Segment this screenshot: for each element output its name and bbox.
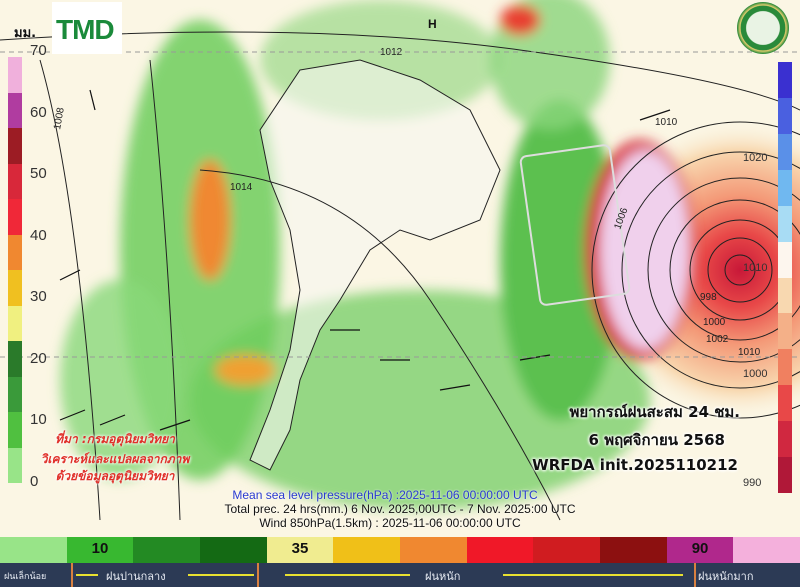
legend-segment	[0, 537, 67, 563]
legend-segment	[133, 537, 201, 563]
category-divider	[257, 563, 259, 587]
rain-scale-swatch	[8, 163, 22, 199]
source-credit-line: วิเคราะห์และแปลผลจากภาพ	[40, 452, 190, 466]
department-seal	[737, 2, 789, 54]
wind-info: Wind 850hPa(1.5km) : 2025-11-06 00:00:00…	[259, 516, 521, 530]
model-init: WRFDA init.2025110212	[532, 456, 738, 474]
rain-scale-swatch	[8, 234, 22, 270]
arrow-line	[188, 574, 254, 576]
pressure-scale-swatch	[778, 169, 792, 206]
rain-scale-label: 40	[30, 226, 47, 244]
category-divider	[71, 563, 73, 587]
pressure-scale-swatch	[778, 277, 792, 314]
arrow-line	[503, 574, 683, 576]
rain-scale-swatch	[8, 57, 22, 93]
precip-info: Total prec. 24 hrs(mm.) 6 Nov. 2025,00UT…	[224, 502, 576, 516]
rain-scale-label: 30	[30, 288, 47, 305]
rain-scale-swatch	[8, 412, 22, 448]
rain-scale-swatch	[8, 305, 22, 341]
category-light-rain: ฝนเล็กน้อย	[4, 572, 47, 582]
pressure-scale-label: 1000	[743, 368, 768, 380]
legend-segment	[533, 537, 601, 563]
pressure-scale-swatch	[778, 349, 792, 386]
tmd-logo: TMD	[52, 2, 122, 54]
rain-scale-swatch	[8, 341, 22, 377]
pressure-scale-swatch	[778, 62, 792, 98]
legend-segment: 35	[266, 537, 334, 563]
source-credit-line: ที่มา :กรมอุตุนิยมวิทยา	[55, 432, 175, 446]
rain-scale-label: 60	[30, 103, 47, 121]
rain-scale-swatch	[8, 447, 22, 483]
legend-segment	[466, 537, 534, 563]
legend-value: 90	[691, 540, 709, 557]
rain-scale-label: 50	[30, 165, 47, 182]
isobar-label: 1000	[703, 317, 726, 328]
rain-scale-label: 70	[30, 42, 47, 59]
legend-segment	[200, 537, 267, 563]
unit-label: มม.	[14, 26, 37, 41]
rain-scale-swatch	[8, 270, 22, 306]
rainfall-category-bar: ฝนเล็กน้อย ฝนปานกลาง ฝนหนัก ฝนหนักมาก	[0, 563, 800, 587]
rain-scale-label: 0	[30, 472, 39, 490]
pressure-scale-swatch	[778, 133, 792, 170]
mslp-info: Mean sea level pressure(hPa) :2025-11-06…	[232, 488, 538, 502]
isobar-label: 1010	[655, 117, 678, 128]
pressure-scale-swatch	[778, 313, 792, 350]
forecast-date: 6 พฤศจิกายน 2568	[588, 431, 725, 449]
isobar-label: 1002	[706, 334, 729, 345]
rain-scale-label: 20	[30, 349, 47, 367]
thailand-outline	[249, 59, 501, 471]
isobars	[0, 31, 800, 521]
pressure-scale-label: 990	[743, 477, 762, 489]
category-very-heavy-rain: ฝนหนักมาก	[698, 570, 754, 583]
legend-value: 10	[91, 540, 109, 557]
pressure-scale-swatch	[778, 421, 792, 458]
weather-map: H 1008 1012 1010 1006 1014 998 1000 1002…	[0, 0, 800, 521]
category-divider	[694, 563, 696, 587]
legend-value: 35	[291, 540, 309, 557]
legend-segment	[400, 537, 467, 563]
arrow-line	[285, 574, 410, 576]
isobar-label: 1010	[738, 347, 761, 358]
logo-text: TMD	[56, 14, 115, 45]
legend-segment	[733, 537, 800, 563]
pressure-scale-swatch	[778, 241, 792, 278]
legend-segment	[600, 537, 667, 563]
pressure-scale-swatch	[778, 205, 792, 242]
isobar-label: 1008	[52, 106, 67, 130]
pressure-scale-label: 1010	[743, 262, 768, 274]
isobar-label: 998	[700, 292, 717, 303]
pressure-color-scale	[778, 62, 792, 494]
rain-scale-label: 10	[30, 411, 47, 428]
rainfall-legend-bar: 10 35 90	[0, 537, 800, 563]
rain-scale-swatch	[8, 92, 22, 128]
focus-area-box	[519, 144, 631, 306]
rain-scale-swatch	[8, 199, 22, 235]
rainfall-color-scale	[8, 57, 22, 483]
forecast-title: พยากรณ์ฝนสะสม 24 ชม.	[569, 403, 740, 421]
pressure-scale-label: 1020	[743, 152, 768, 164]
isobar-label: 1014	[230, 182, 253, 193]
rain-scale-swatch	[8, 376, 22, 412]
pressure-scale-swatch	[778, 97, 792, 134]
high-pressure-label: H	[428, 17, 437, 31]
legend-segment	[333, 537, 401, 563]
legend-segment: 90	[666, 537, 734, 563]
legend-segment: 10	[66, 537, 134, 563]
rain-scale-swatch	[8, 128, 22, 164]
pressure-scale-swatch	[778, 385, 792, 422]
arrow-line	[76, 574, 98, 576]
category-heavy-rain: ฝนหนัก	[425, 570, 461, 583]
source-credit-line: ด้วยข้อมูลอุตุนิยมวิทยา	[55, 469, 175, 483]
category-moderate-rain: ฝนปานกลาง	[106, 570, 166, 583]
pressure-scale-swatch	[778, 457, 792, 494]
